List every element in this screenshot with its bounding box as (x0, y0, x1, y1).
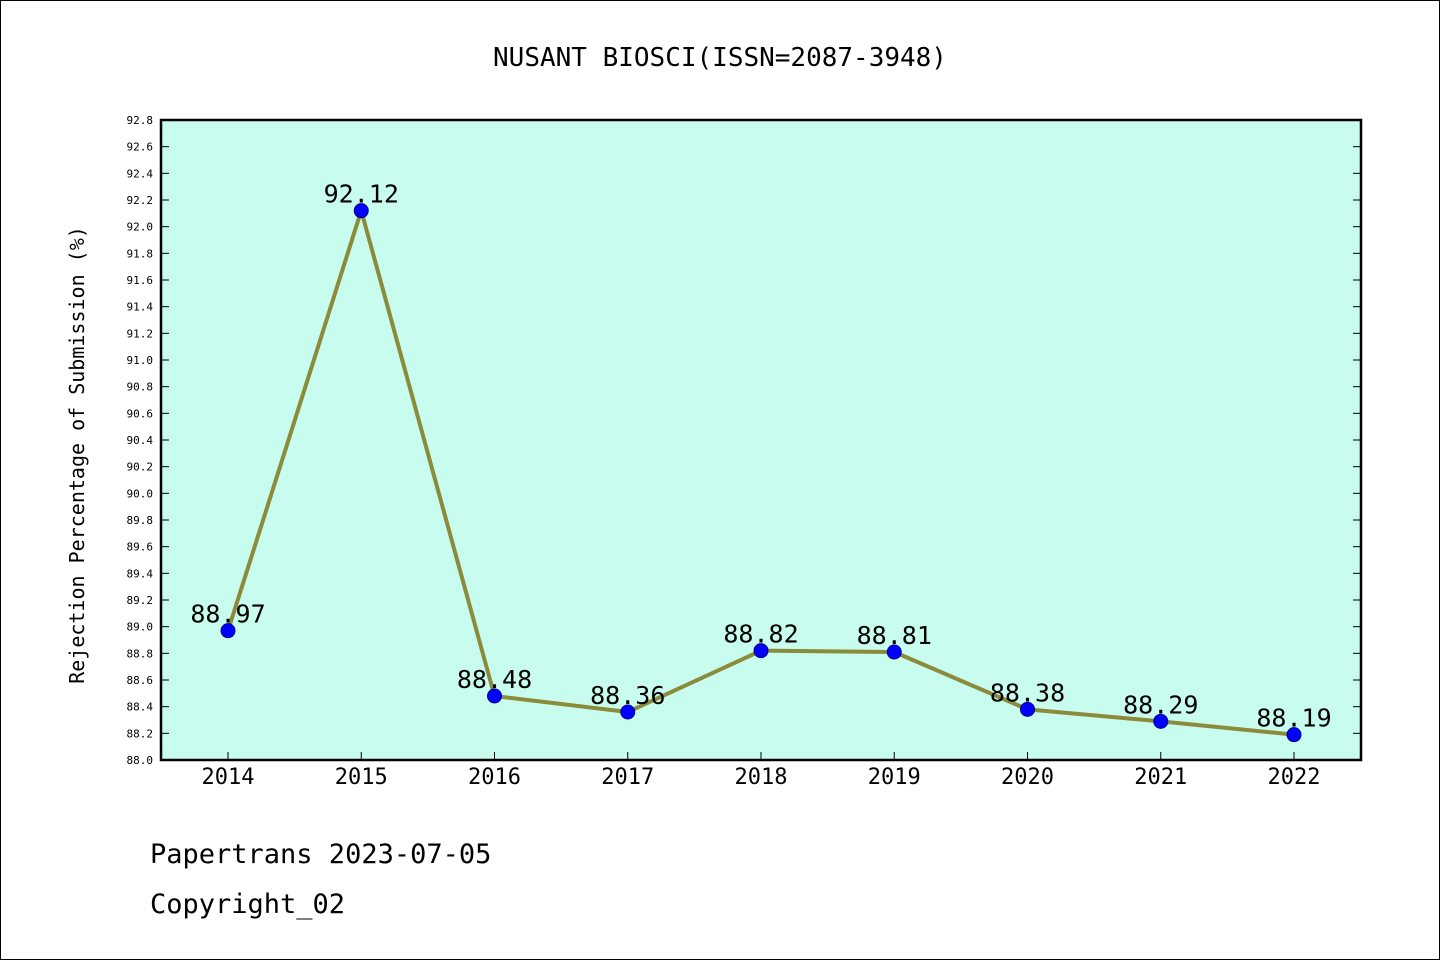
x-tick-label: 2020 (1001, 765, 1054, 790)
y-tick-label: 89.6 (127, 541, 154, 554)
y-tick-label: 90.6 (127, 407, 154, 420)
x-tick-label: 2014 (202, 765, 255, 790)
y-tick-label: 90.2 (127, 461, 154, 474)
y-tick-label: 92.4 (127, 167, 154, 180)
y-tick-label: 88.4 (127, 701, 154, 714)
data-point (1286, 727, 1302, 743)
data-label: 88.48 (457, 665, 532, 694)
y-tick-label: 91.2 (127, 327, 154, 340)
data-point (220, 623, 236, 639)
y-tick-label: 92.8 (127, 114, 154, 127)
data-label: 88.19 (1256, 704, 1331, 733)
data-point (753, 643, 769, 659)
data-label: 88.97 (190, 600, 265, 629)
data-label: 92.12 (324, 180, 399, 209)
x-tick-label: 2018 (735, 765, 788, 790)
y-tick-label: 91.4 (127, 301, 154, 314)
y-tick-label: 90.8 (127, 381, 154, 394)
data-labels: 88.97 92.12 88.48 88.36 88.82 88.81 88.38 88.29… (190, 180, 1331, 733)
y-tick-label: 92.0 (127, 221, 154, 234)
data-label: 88.82 (723, 620, 798, 649)
y-tick-label: 88.8 (127, 647, 154, 660)
y-tick-label: 92.6 (127, 141, 154, 154)
y-tick-label: 91.6 (127, 274, 154, 287)
y-tick-label: 89.2 (127, 594, 154, 607)
x-tick-label: 2015 (335, 765, 388, 790)
y-axis-ticks: 88.0 88.2 88.4 88.6 88.8 89.0 89.2 89.4 89.6 89.8… (127, 114, 1361, 767)
y-tick-label: 91.0 (127, 354, 154, 367)
y-tick-label: 88.6 (127, 674, 154, 687)
x-tick-label: 2019 (868, 765, 921, 790)
y-tick-label: 90.4 (127, 434, 154, 447)
chart-title: NUSANT BIOSCI(ISSN=2087-3948) (493, 43, 947, 73)
y-axis-label: Rejection Percentage of Submission (%) (65, 226, 89, 684)
x-tick-label: 2021 (1134, 765, 1187, 790)
y-tick-label: 89.0 (127, 621, 154, 634)
data-point (620, 704, 636, 720)
x-tick-label: 2016 (468, 765, 521, 790)
plot-area (159, 118, 1363, 762)
data-point (1153, 713, 1169, 729)
data-label: 88.81 (857, 621, 932, 650)
x-axis-ticks: 2014 2015 2016 2017 2018 2019 2020 2021 2022 (202, 752, 1321, 790)
y-tick-label: 89.8 (127, 514, 154, 527)
y-tick-label: 91.8 (127, 247, 154, 260)
data-label: 88.38 (990, 678, 1065, 707)
data-markers (220, 203, 1302, 743)
data-point (1020, 701, 1035, 717)
data-label: 88.36 (590, 681, 665, 710)
x-tick-label: 2017 (601, 765, 654, 790)
data-label: 88.29 (1123, 690, 1198, 719)
data-point (353, 203, 369, 219)
footer-date: Papertrans 2023-07-05 (150, 839, 491, 870)
y-tick-label: 89.4 (127, 567, 154, 580)
data-point (487, 688, 502, 704)
x-tick-label: 2022 (1268, 765, 1321, 790)
y-tick-label: 88.2 (127, 727, 154, 740)
y-tick-label: 88.0 (127, 754, 154, 767)
footer-copyright: Copyright_02 (150, 889, 345, 920)
y-tick-label: 92.2 (127, 194, 154, 207)
data-point (886, 644, 902, 660)
y-tick-label: 90.0 (127, 487, 154, 500)
